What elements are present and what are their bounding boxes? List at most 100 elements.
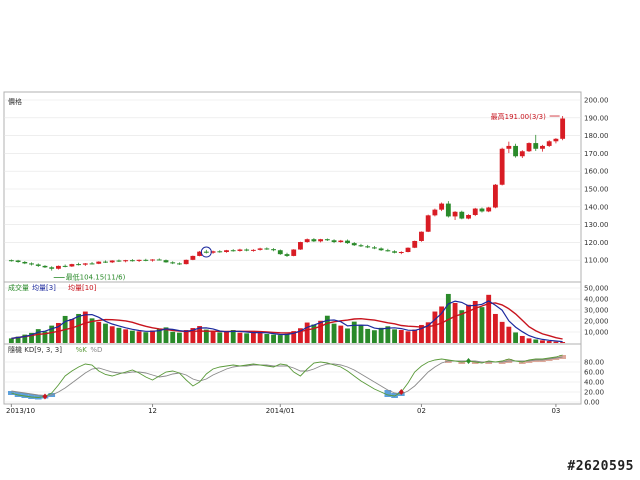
candle-body xyxy=(472,208,478,215)
price-y-axis: 110.00 120.00 130.00 140.00 150.00 160.00 170.… xyxy=(584,97,609,265)
volume-bar xyxy=(76,313,82,343)
kd-diff-fill xyxy=(525,360,533,363)
candle-body xyxy=(257,248,263,250)
volume-bar xyxy=(197,326,203,343)
price-tick-label: 130.00 xyxy=(584,221,609,229)
volume-bar xyxy=(365,328,371,343)
volume-bar xyxy=(492,313,498,343)
candle-body xyxy=(183,259,189,265)
candle-body xyxy=(244,249,250,251)
kd-signal-marker xyxy=(398,389,404,395)
kd-legend-item: %D xyxy=(90,346,102,354)
candle-body xyxy=(217,251,223,253)
kd-diff-fill xyxy=(21,393,29,398)
candle-body xyxy=(264,248,270,250)
candle-body xyxy=(230,250,236,252)
kd-legend-item: 隨機 KD[9, 3, 3] xyxy=(8,345,62,354)
volume-bar xyxy=(304,322,310,343)
candle-body xyxy=(398,252,404,254)
kd-diff-fill xyxy=(14,392,22,397)
volume-bar xyxy=(392,329,397,343)
volume-bar xyxy=(217,332,223,343)
kd-diff-fill xyxy=(552,357,560,360)
volume-bar xyxy=(479,307,485,343)
date-label: 12 xyxy=(148,407,157,415)
candle-body xyxy=(425,215,431,232)
candle-body xyxy=(546,141,552,146)
volume-bar xyxy=(257,332,263,343)
volume-tick-label: 10,000 xyxy=(584,329,609,337)
candle-body xyxy=(392,251,397,253)
volume-bar xyxy=(553,341,559,343)
price-tick-label: 170.00 xyxy=(584,150,609,158)
min-price-label: 最低104.15(11/6) xyxy=(66,273,126,282)
volume-bar xyxy=(224,331,229,343)
candle-body xyxy=(526,143,532,152)
kd-diff-fill xyxy=(471,361,479,364)
candle-body xyxy=(499,148,505,185)
volume-legend-item: 均量[3] xyxy=(32,283,56,292)
price-tick-label: 180.00 xyxy=(584,132,609,140)
volume-tick-label: 40,000 xyxy=(584,296,609,304)
candle-body xyxy=(143,259,149,261)
volume-bar xyxy=(82,311,88,343)
candle-body xyxy=(513,145,518,157)
volume-bar xyxy=(526,338,532,343)
candle-body xyxy=(338,240,344,243)
kd-diff-fill xyxy=(384,390,392,397)
price-tick-label: 120.00 xyxy=(584,239,609,247)
kd-legend-item: %K xyxy=(76,346,88,354)
date-label: 2013/10 xyxy=(6,407,35,415)
candle-body xyxy=(324,239,330,241)
volume-bar xyxy=(419,324,424,343)
volume-bar xyxy=(277,335,283,343)
candle-body xyxy=(82,263,88,265)
kd-diff-fill xyxy=(8,391,15,395)
kd-tick-label: 0.00 xyxy=(584,399,600,407)
volume-bar xyxy=(230,330,236,343)
volume-bar xyxy=(311,324,317,343)
volume-bar xyxy=(271,334,276,343)
candle-body xyxy=(459,211,465,219)
candle-body xyxy=(358,245,364,247)
volume-legend: 成交量 均量[3] 均量[10] xyxy=(8,283,97,292)
candle-body xyxy=(452,211,458,217)
candle-body xyxy=(156,259,162,261)
candle-body xyxy=(15,260,21,262)
candle-body xyxy=(506,145,512,149)
volume-bar xyxy=(459,310,465,343)
volume-bar xyxy=(546,341,552,343)
volume-bar xyxy=(371,330,377,343)
volume-tick-label: 20,000 xyxy=(584,318,609,326)
kd-panel-border xyxy=(3,343,582,405)
volume-legend-item: 成交量 xyxy=(8,283,29,292)
volume-bar xyxy=(123,329,129,343)
volume-bar xyxy=(405,331,411,343)
candle-body xyxy=(298,242,303,250)
kd-diff-fill xyxy=(498,361,506,364)
volume-bar xyxy=(345,328,350,343)
volume-bar xyxy=(103,323,108,343)
candle-body xyxy=(150,259,155,261)
candle-body xyxy=(62,265,68,267)
candle-body xyxy=(89,263,95,265)
candle-body xyxy=(250,249,256,251)
price-tick-label: 200.00 xyxy=(584,97,609,105)
volume-bar xyxy=(432,311,438,343)
kd-y-axis: 0.00 20.00 40.00 60.00 80.00 xyxy=(584,359,604,407)
candle-body xyxy=(405,247,411,253)
volume-bar xyxy=(244,333,250,343)
price-candles xyxy=(8,116,566,271)
kd-diff-fill xyxy=(539,359,546,362)
price-tick-label: 110.00 xyxy=(584,257,609,265)
volume-bar xyxy=(69,319,75,343)
volume-bar xyxy=(472,300,478,343)
kd-diff-fill xyxy=(518,361,526,364)
date-axis: 2013/10 12 2014/01 02 03 xyxy=(4,403,581,415)
volume-bar xyxy=(136,331,142,343)
candle-body xyxy=(291,249,297,256)
candle-body xyxy=(49,267,55,269)
volume-bar xyxy=(22,334,28,343)
candle-body xyxy=(519,151,525,157)
